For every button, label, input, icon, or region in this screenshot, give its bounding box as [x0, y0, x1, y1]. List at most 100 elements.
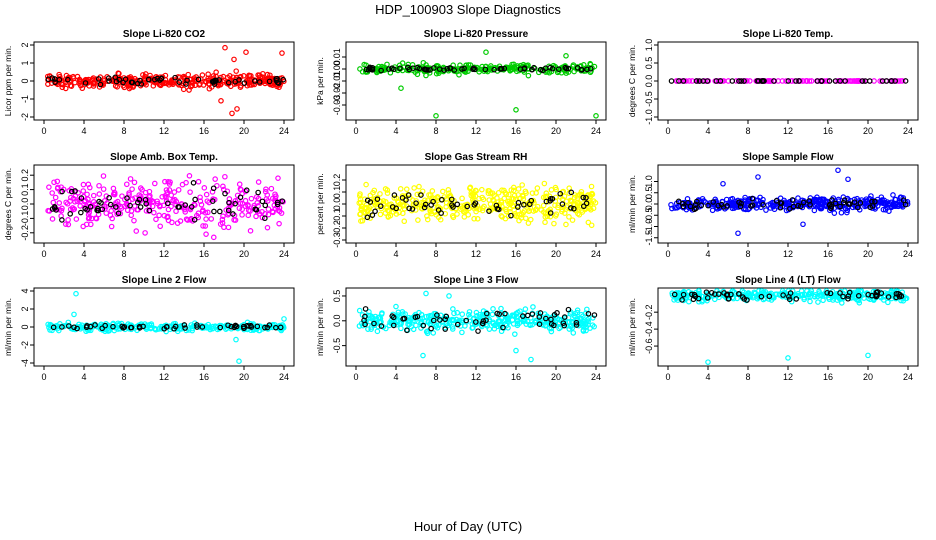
- data-point: [529, 311, 536, 317]
- data-point: [86, 83, 93, 89]
- data-point: [265, 206, 272, 212]
- data-point: [814, 293, 821, 300]
- data-point: [590, 198, 597, 204]
- data-point: [127, 202, 133, 209]
- data-point: [278, 327, 285, 334]
- data-point: [222, 173, 228, 180]
- data-point: [216, 77, 222, 83]
- data-point: [59, 324, 65, 330]
- data-point: [820, 297, 826, 304]
- x-tick-label: 16: [199, 126, 209, 136]
- data-point: [758, 293, 765, 300]
- data-point: [189, 82, 195, 89]
- x-tick-label: 20: [551, 126, 561, 136]
- data-point: [175, 187, 182, 193]
- x-tick-label: 12: [471, 372, 481, 382]
- data-point: [714, 206, 721, 212]
- data-point: [233, 336, 239, 343]
- data-point: [495, 319, 502, 325]
- data-point: [397, 186, 404, 192]
- x-tick-label: 0: [41, 249, 46, 259]
- data-point: [259, 208, 265, 215]
- data-point: [96, 198, 102, 205]
- data-point: [413, 198, 419, 204]
- y-tick-label: 2: [20, 306, 30, 311]
- data-point: [510, 187, 517, 194]
- data-point: [65, 217, 71, 223]
- data-point: [128, 79, 135, 85]
- data-point: [399, 202, 406, 209]
- data-point: [576, 211, 583, 218]
- y-tick-label: -4: [20, 359, 30, 367]
- data-point: [378, 205, 385, 212]
- data-point: [883, 78, 890, 84]
- data-point: [580, 194, 587, 201]
- data-point: [542, 219, 548, 226]
- data-point: [59, 217, 65, 223]
- data-point: [865, 295, 872, 302]
- data-point: [233, 323, 240, 330]
- data-point: [105, 75, 112, 81]
- data-point: [785, 355, 791, 361]
- y-tick-label: -1.5: [644, 230, 654, 246]
- data-point: [45, 207, 51, 214]
- data-point: [367, 192, 374, 199]
- series-all: [669, 288, 910, 365]
- data-point: [451, 67, 458, 73]
- data-point: [406, 205, 412, 212]
- data-point: [519, 182, 525, 188]
- data-point: [894, 203, 901, 210]
- data-point: [563, 52, 569, 59]
- x-tick-label: 8: [433, 126, 438, 136]
- data-point: [574, 309, 581, 316]
- data-point: [824, 289, 830, 296]
- data-point: [280, 76, 287, 83]
- data-point: [107, 201, 114, 208]
- data-point: [551, 220, 557, 227]
- data-point: [218, 98, 224, 104]
- data-point: [356, 307, 363, 314]
- data-point: [840, 293, 846, 300]
- data-point: [801, 294, 807, 301]
- data-point: [766, 293, 773, 300]
- data-point: [491, 325, 498, 332]
- x-tick-label: 4: [393, 126, 398, 136]
- data-point: [477, 311, 483, 318]
- data-point: [865, 352, 871, 359]
- data-point: [520, 196, 527, 202]
- data-point: [115, 70, 122, 77]
- data-point: [703, 289, 710, 295]
- x-tick-label: 16: [511, 249, 521, 259]
- data-point: [584, 316, 591, 323]
- data-point: [724, 203, 730, 209]
- data-point: [841, 197, 848, 203]
- data-point: [425, 313, 432, 320]
- data-point: [357, 66, 363, 72]
- panel-title: Slope Sample Flow: [742, 152, 833, 163]
- data-point: [564, 323, 570, 329]
- data-point: [174, 220, 181, 226]
- data-point: [696, 288, 702, 294]
- data-point: [203, 79, 209, 85]
- data-point: [401, 315, 408, 322]
- data-point: [495, 206, 502, 213]
- data-point: [483, 310, 490, 317]
- data-point: [65, 76, 71, 83]
- y-axis-label: degrees C per min.: [3, 168, 13, 240]
- data-point: [590, 205, 597, 212]
- data-point: [588, 183, 595, 190]
- data-point: [746, 78, 753, 84]
- x-tick-label: 16: [823, 126, 833, 136]
- data-point: [449, 213, 456, 219]
- data-point: [683, 206, 690, 213]
- data-point: [210, 73, 217, 79]
- data-point: [800, 199, 807, 206]
- x-tick-label: 12: [783, 249, 793, 259]
- data-point: [397, 65, 403, 72]
- data-point: [262, 202, 269, 209]
- data-point: [801, 291, 808, 298]
- y-tick-label: -0.2: [332, 220, 342, 236]
- data-point: [108, 208, 115, 214]
- data-point: [211, 81, 218, 87]
